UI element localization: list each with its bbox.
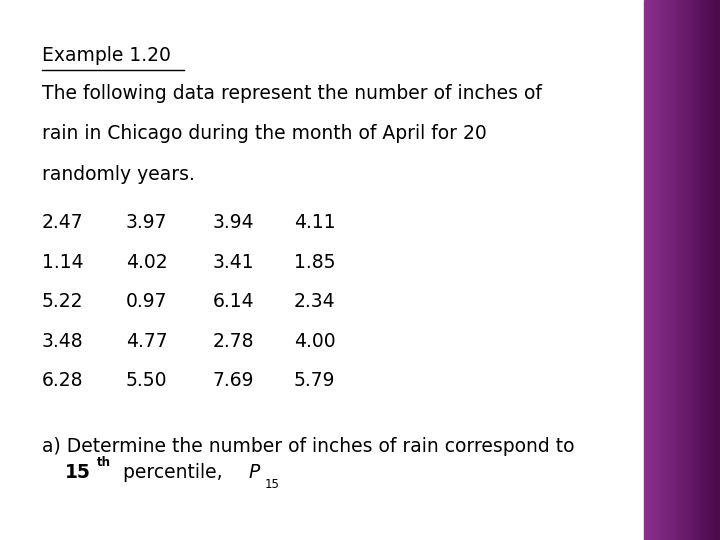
Bar: [651, 0, 652, 540]
Text: 2.34: 2.34: [294, 292, 336, 311]
Bar: [703, 0, 705, 540]
Text: randomly years.: randomly years.: [42, 165, 194, 184]
Bar: [693, 0, 695, 540]
Bar: [696, 0, 697, 540]
Bar: [648, 0, 649, 540]
Text: 6.28: 6.28: [42, 371, 84, 390]
Bar: [670, 0, 671, 540]
Bar: [690, 0, 691, 540]
Bar: [681, 0, 682, 540]
Bar: [695, 0, 696, 540]
Bar: [671, 0, 672, 540]
Bar: [652, 0, 653, 540]
Text: percentile,: percentile,: [117, 463, 229, 482]
Bar: [701, 0, 703, 540]
Bar: [716, 0, 717, 540]
Bar: [667, 0, 668, 540]
Bar: [647, 0, 648, 540]
Bar: [710, 0, 711, 540]
Text: a) Determine the number of inches of rain correspond to: a) Determine the number of inches of rai…: [42, 437, 575, 456]
Bar: [714, 0, 715, 540]
Text: 5.50: 5.50: [126, 371, 168, 390]
Text: 0.97: 0.97: [126, 292, 168, 311]
Bar: [658, 0, 660, 540]
Text: th: th: [96, 456, 110, 469]
Bar: [713, 0, 714, 540]
Text: 3.48: 3.48: [42, 332, 84, 350]
Bar: [686, 0, 687, 540]
Text: 15: 15: [265, 477, 280, 491]
Bar: [675, 0, 676, 540]
Bar: [665, 0, 666, 540]
Bar: [678, 0, 680, 540]
Text: 2.78: 2.78: [212, 332, 254, 350]
Text: 15: 15: [65, 463, 91, 482]
Bar: [656, 0, 657, 540]
Bar: [662, 0, 663, 540]
Bar: [717, 0, 719, 540]
Text: 3.41: 3.41: [212, 253, 254, 272]
Bar: [649, 0, 651, 540]
Text: 3.97: 3.97: [126, 213, 168, 232]
Bar: [685, 0, 686, 540]
Bar: [700, 0, 701, 540]
Bar: [654, 0, 656, 540]
Text: 7.69: 7.69: [212, 371, 254, 390]
Text: 6.14: 6.14: [212, 292, 254, 311]
Bar: [677, 0, 678, 540]
Text: 2.47: 2.47: [42, 213, 84, 232]
Bar: [680, 0, 681, 540]
Text: 5.22: 5.22: [42, 292, 84, 311]
Text: 4.11: 4.11: [294, 213, 336, 232]
Bar: [683, 0, 685, 540]
Bar: [660, 0, 661, 540]
Bar: [707, 0, 708, 540]
Text: 4.77: 4.77: [126, 332, 168, 350]
Text: 4.00: 4.00: [294, 332, 336, 350]
Text: 3.94: 3.94: [212, 213, 254, 232]
Bar: [672, 0, 673, 540]
Bar: [708, 0, 710, 540]
Bar: [688, 0, 690, 540]
Bar: [663, 0, 665, 540]
Bar: [657, 0, 658, 540]
Bar: [668, 0, 670, 540]
Bar: [673, 0, 675, 540]
Bar: [661, 0, 662, 540]
Text: $\mathit{P}$: $\mathit{P}$: [248, 463, 261, 482]
Bar: [666, 0, 667, 540]
Text: rain in Chicago during the month of April for 20: rain in Chicago during the month of Apri…: [42, 124, 487, 143]
Bar: [646, 0, 647, 540]
Bar: [676, 0, 677, 540]
Bar: [719, 0, 720, 540]
Text: 4.02: 4.02: [126, 253, 168, 272]
Bar: [705, 0, 706, 540]
Bar: [691, 0, 693, 540]
Text: Example 1.20: Example 1.20: [42, 46, 171, 65]
Text: 1.14: 1.14: [42, 253, 84, 272]
Bar: [653, 0, 654, 540]
Bar: [698, 0, 700, 540]
Bar: [644, 0, 646, 540]
Text: 5.79: 5.79: [294, 371, 336, 390]
Text: The following data represent the number of inches of: The following data represent the number …: [42, 84, 541, 103]
Bar: [706, 0, 707, 540]
Text: 1.85: 1.85: [294, 253, 336, 272]
Bar: [687, 0, 688, 540]
Bar: [715, 0, 716, 540]
Bar: [711, 0, 713, 540]
